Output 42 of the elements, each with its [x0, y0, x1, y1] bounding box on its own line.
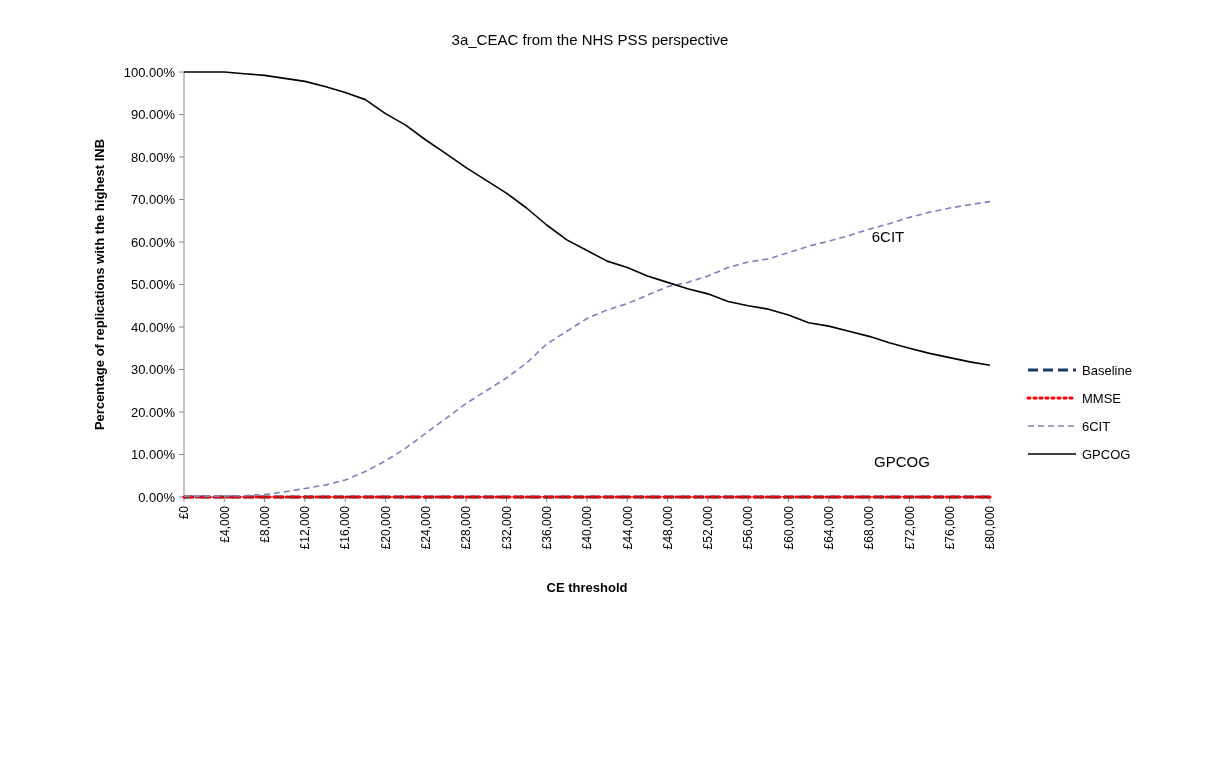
x-tick-label: £20,000: [378, 505, 393, 550]
x-tick-label: £76,000: [942, 505, 957, 550]
y-tick-label: 0.00%: [138, 489, 176, 505]
x-tick-label: £40,000: [580, 505, 595, 550]
x-tick-label: £36,000: [539, 505, 554, 550]
x-tick-label: £16,000: [338, 505, 353, 550]
y-tick-label: 60.00%: [130, 234, 176, 250]
legend-label: Baseline: [1082, 362, 1132, 378]
x-tick-label: £56,000: [741, 505, 756, 550]
legend-label: GPCOG: [1082, 446, 1131, 462]
x-tick-label: £68,000: [862, 505, 877, 550]
legend-label: MMSE: [1082, 390, 1122, 406]
x-tick-label: £64,000: [822, 505, 836, 550]
y-tick-label: 10.00%: [130, 447, 176, 463]
chart-title: 3a_CEAC from the NHS PSS perspective: [451, 31, 729, 48]
x-tick-label: £8,000: [257, 505, 272, 543]
y-tick-label: 40.00%: [130, 319, 176, 335]
x-tick-label: £4,000: [217, 505, 232, 543]
x-tick-label: £28,000: [459, 505, 474, 550]
x-tick-label: £44,000: [620, 505, 635, 550]
line-series: [183, 71, 991, 367]
y-tick-label: 70.00%: [130, 192, 176, 208]
x-tick-label: £52,000: [701, 505, 716, 550]
x-tick-label: £48,000: [660, 505, 675, 550]
x-tick-label: £80,000: [983, 505, 998, 550]
y-tick-label: 20.00%: [130, 404, 176, 420]
x-tick-label: £72,000: [902, 505, 917, 550]
annotation: GPCOG: [874, 453, 930, 470]
y-tick-label: 50.00%: [130, 277, 176, 293]
y-tick-label: 100.00%: [123, 64, 176, 80]
y-axis-title: Percentage of replications with the highest INB: [92, 138, 107, 431]
x-tick-label: £60,000: [781, 505, 796, 550]
x-tick-label: £0: [177, 505, 192, 520]
legend-label: 6CIT: [1082, 418, 1111, 434]
annotation: 6CIT: [871, 228, 905, 245]
x-axis-title: CE threshold: [546, 580, 628, 595]
x-tick-label: £32,000: [499, 505, 514, 550]
y-tick-label: 30.00%: [130, 362, 176, 378]
x-tick-label: £12,000: [298, 505, 313, 550]
y-tick-label: 80.00%: [130, 149, 176, 165]
y-tick-label: 90.00%: [130, 107, 176, 123]
x-tick-label: £24,000: [419, 505, 433, 550]
